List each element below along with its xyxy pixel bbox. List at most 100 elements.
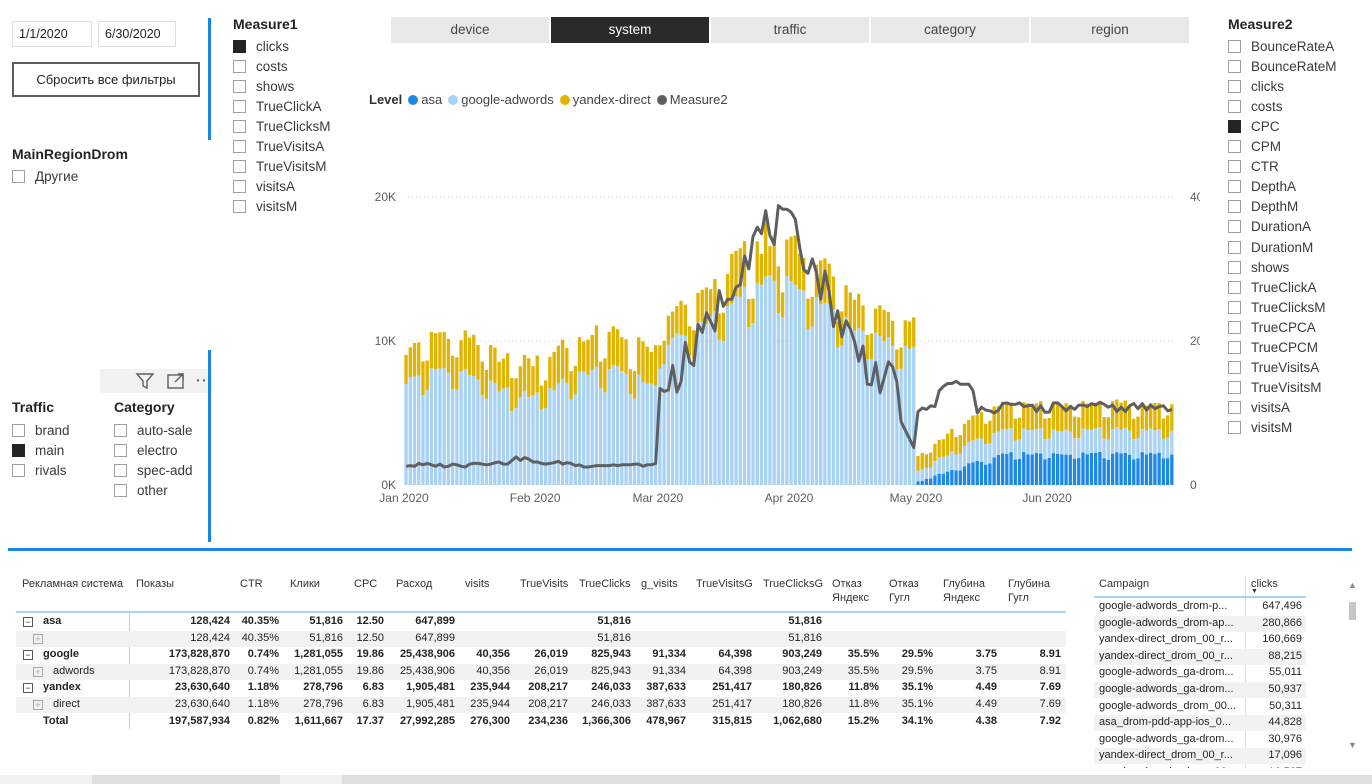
expand-icon[interactable]: + [33, 700, 43, 710]
tab-region[interactable]: region [1031, 17, 1189, 43]
checkbox[interactable] [1228, 39, 1241, 53]
checkbox[interactable] [1228, 220, 1241, 234]
checkbox[interactable] [1228, 280, 1241, 294]
column-header[interactable]: Показы [136, 578, 175, 590]
checkbox[interactable] [1228, 320, 1241, 334]
legend-item-yandex-direct[interactable]: yandex-direct [559, 92, 651, 107]
measure1-item-costs[interactable]: costs [233, 56, 288, 76]
checkbox[interactable] [1228, 180, 1241, 194]
measure1-item-trueclicka[interactable]: TrueClickA [233, 96, 322, 116]
measure2-item-costs[interactable]: costs [1228, 96, 1283, 116]
checkbox[interactable] [12, 169, 25, 183]
checkbox[interactable] [233, 59, 246, 73]
end-date-input[interactable]: 6/30/2020 [98, 21, 176, 47]
campaign-name[interactable]: google-adwords_ga-drom... [1099, 683, 1234, 695]
clicks-column-header[interactable]: clicks [1251, 578, 1278, 590]
measure2-item-deptha[interactable]: DepthA [1228, 177, 1296, 197]
expand-icon[interactable]: + [33, 633, 43, 644]
tab-traffic[interactable]: traffic [711, 17, 869, 43]
scroll-up-icon[interactable]: ▲ [1348, 580, 1357, 590]
checkbox[interactable] [114, 443, 127, 457]
measure2-item-trueclicksm[interactable]: TrueClicksM [1228, 297, 1326, 317]
checkbox[interactable] [1228, 200, 1241, 214]
checkbox[interactable] [1228, 341, 1241, 354]
column-header[interactable]: TrueVisits [520, 578, 569, 590]
checkbox[interactable] [233, 159, 246, 173]
campaign-name[interactable]: yandex-direct_drom_00_r... [1099, 633, 1233, 646]
filter-icon[interactable] [135, 371, 155, 396]
measure2-item-truevisitsm[interactable]: TrueVisitsM [1228, 378, 1322, 398]
checkbox[interactable] [233, 39, 246, 53]
measure2-item-truecpcm[interactable]: TrueCPCM [1228, 338, 1318, 358]
sort-descending-icon[interactable]: ▼ [1251, 588, 1258, 595]
reset-filters-button[interactable]: Сбросить все фильтры [12, 62, 200, 97]
column-header[interactable]: Глубина Яндекс [943, 578, 986, 604]
column-header[interactable]: CPC [354, 578, 378, 590]
measure2-item-bounceratem[interactable]: BounceRateM [1228, 56, 1337, 76]
measure2-item-durationm[interactable]: DurationM [1228, 237, 1313, 257]
checkbox[interactable] [233, 179, 246, 193]
checkbox[interactable] [233, 199, 246, 213]
column-header[interactable]: Глубина Гугл [1008, 578, 1051, 604]
checkbox[interactable] [12, 423, 25, 437]
measure1-item-visitsa[interactable]: visitsA [233, 176, 295, 196]
category-item-auto-sale[interactable]: auto-sale [114, 420, 193, 440]
checkbox[interactable] [1228, 300, 1241, 314]
campaign-name[interactable]: google-adwords_ga-drom... [1099, 732, 1234, 745]
checkbox[interactable] [12, 443, 25, 457]
measure2-item-shows[interactable]: shows [1228, 257, 1289, 277]
checkbox[interactable] [233, 119, 246, 133]
column-header[interactable]: visits [465, 578, 490, 590]
checkbox[interactable] [233, 79, 246, 93]
checkbox[interactable] [1228, 140, 1241, 153]
campaign-scrollbar[interactable]: ▲ ▼ [1346, 580, 1358, 760]
legend-item-asa[interactable]: asa [408, 92, 442, 107]
campaign-name[interactable]: google-adwords_drom-p... [1099, 600, 1228, 612]
traffic-item-rivals[interactable]: rivals [12, 460, 67, 480]
measure2-item-trueclicka[interactable]: TrueClickA [1228, 277, 1317, 297]
measure1-item-truevisitsa[interactable]: TrueVisitsA [233, 136, 324, 156]
column-header[interactable]: TrueClicksG [763, 578, 824, 590]
checkbox[interactable] [1228, 240, 1241, 254]
measure2-item-durationa[interactable]: DurationA [1228, 217, 1311, 237]
column-header[interactable]: CTR [240, 578, 263, 590]
column-header[interactable]: TrueVisitsG [696, 578, 753, 590]
checkbox[interactable] [114, 423, 127, 437]
page-tab-1[interactable] [0, 775, 92, 784]
category-item-electro[interactable]: electro [114, 440, 178, 460]
focus-mode-icon[interactable] [166, 371, 186, 396]
measure2-item-truevisitsa[interactable]: TrueVisitsA [1228, 358, 1319, 378]
legend-item-google-adwords[interactable]: google-adwords [448, 92, 554, 107]
scroll-thumb[interactable] [1349, 602, 1356, 620]
expand-icon[interactable]: + [33, 666, 43, 677]
measure1-item-shows[interactable]: shows [233, 76, 294, 96]
measure2-item-visitsm[interactable]: visitsM [1228, 418, 1292, 438]
checkbox[interactable] [1228, 361, 1241, 375]
checkbox[interactable] [1228, 99, 1241, 113]
checkbox[interactable] [114, 483, 127, 497]
measure1-item-trueclicksm[interactable]: TrueClicksM [233, 116, 331, 136]
campaign-column-header[interactable]: Campaign [1099, 578, 1150, 590]
checkbox[interactable] [1228, 401, 1241, 415]
checkbox[interactable] [233, 139, 246, 153]
checkbox[interactable] [12, 463, 25, 477]
checkbox[interactable] [1228, 381, 1241, 395]
column-header[interactable]: Рекламная система [22, 578, 124, 590]
measure2-item-bounceratea[interactable]: BounceRateA [1228, 36, 1334, 56]
tab-device[interactable]: device [391, 17, 549, 43]
measure1-item-clicks[interactable]: clicks [233, 36, 289, 56]
collapse-icon[interactable]: − [23, 617, 33, 627]
campaign-name[interactable]: yandex-direct_drom_00_r... [1099, 649, 1233, 662]
checkbox[interactable] [1228, 260, 1241, 274]
campaign-name[interactable]: google-adwords_drom_00... [1099, 699, 1236, 712]
column-header[interactable]: Отказ Яндекс [832, 578, 869, 604]
checkbox[interactable] [1228, 59, 1241, 73]
category-item-other[interactable]: other [114, 480, 168, 500]
measure2-item-visitsa[interactable]: visitsA [1228, 398, 1290, 418]
column-header[interactable]: TrueClicks [579, 578, 631, 590]
campaign-name[interactable]: asa_drom-pdd-app-ios_0... [1099, 716, 1232, 729]
measure1-item-visitsm[interactable]: visitsM [233, 196, 297, 216]
campaign-name[interactable]: google-adwords_drom-ap... [1099, 616, 1234, 629]
start-date-input[interactable]: 1/1/2020 [12, 21, 92, 47]
clicks-chart[interactable]: 0K 10K 20K 0 20 40 Jan 2020 Feb 2020 Mar 2020 Apr… [360, 120, 1200, 510]
